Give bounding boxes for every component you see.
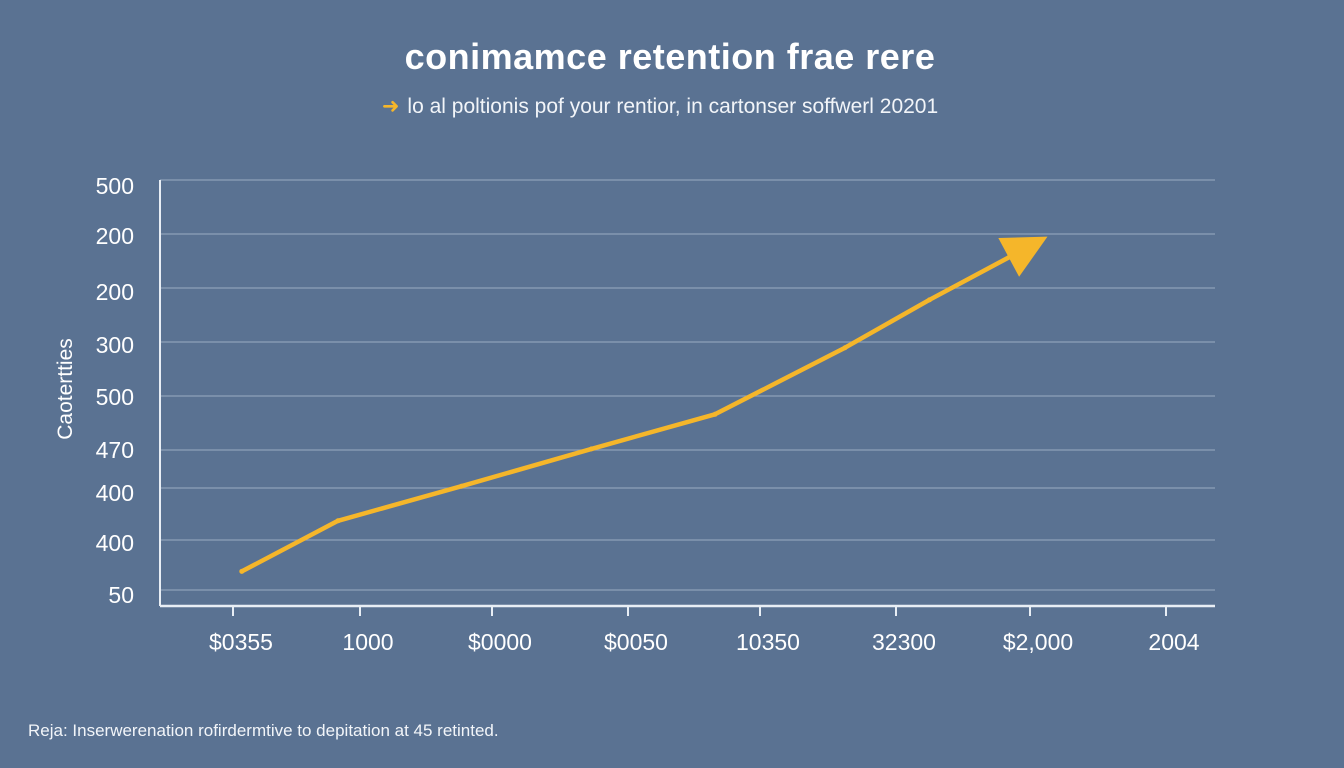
data-point [335,518,341,524]
arrow-head-icon [998,236,1048,277]
y-tick-label: 470 [96,437,134,463]
chart-title: conimamce retention frae rere [404,36,936,77]
x-tick-label: 2004 [1148,629,1199,655]
data-point [239,568,245,574]
chart-subtitle: ➜ lo al poltionis pof your rentior, in ca… [0,94,1320,119]
y-tick-label: 300 [96,332,134,358]
data-point [589,446,594,452]
x-tick-label: $0050 [604,629,668,655]
y-axis-title: Caotertties [54,338,77,440]
x-tick-label: $0355 [209,629,273,655]
data-point [712,411,718,417]
y-tick-label: 200 [96,223,134,249]
footnote: Reja: Inserwerenation rofirdermtive to d… [28,721,499,740]
x-tick-label: 1000 [342,629,393,655]
x-tick-label: 10350 [736,629,800,655]
y-tick-label: 500 [96,173,134,199]
y-tick-label: 500 [96,384,134,410]
data-point [459,483,464,489]
y-tick-label: 400 [96,530,134,556]
x-tick-label: $2,000 [1003,629,1073,655]
y-tick-label: 200 [96,279,134,305]
y-tick-label: 400 [96,480,134,506]
x-tick-label: 32300 [872,629,936,655]
y-tick-label: 50 [108,582,134,608]
x-tick-label: $0000 [468,629,532,655]
series-line [239,252,1017,574]
data-point [927,297,932,303]
data-point [842,345,848,351]
subtitle-text: lo al poltionis pof your rentior, in car… [407,95,939,118]
subtitle-arrow-icon: ➜ [381,95,400,118]
